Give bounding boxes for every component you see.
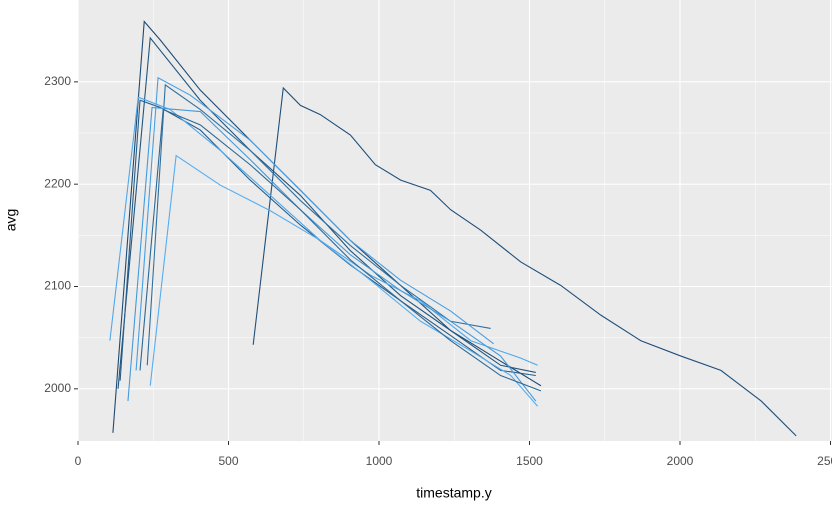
series-line [139,108,542,392]
series-line [119,99,536,381]
x-tick-label: 2500 [817,454,832,468]
axes: 0 500 1000 1500 2000 2500 2000 2100 2200 2300 [44,74,832,468]
x-tick-label: 1000 [366,454,393,468]
y-tick-label: 2000 [44,381,71,395]
x-tick-label: 500 [218,454,238,468]
series-line [252,86,797,437]
panel [78,0,832,441]
x-axis-title: timestamp.y [416,485,491,501]
y-tick-label: 2300 [44,74,71,88]
x-tick-label: 2000 [667,454,694,468]
series-line [127,106,537,402]
x-tick-label: 1500 [516,454,543,468]
grid [77,0,832,441]
y-tick-label: 2200 [44,176,71,190]
series-line [135,76,495,371]
lines [109,20,797,437]
series-line [146,83,491,366]
series-line [149,154,539,407]
x-tick-label: 0 [75,454,82,468]
y-axis-title: avg [3,209,19,232]
y-tick-label: 2100 [44,279,71,293]
